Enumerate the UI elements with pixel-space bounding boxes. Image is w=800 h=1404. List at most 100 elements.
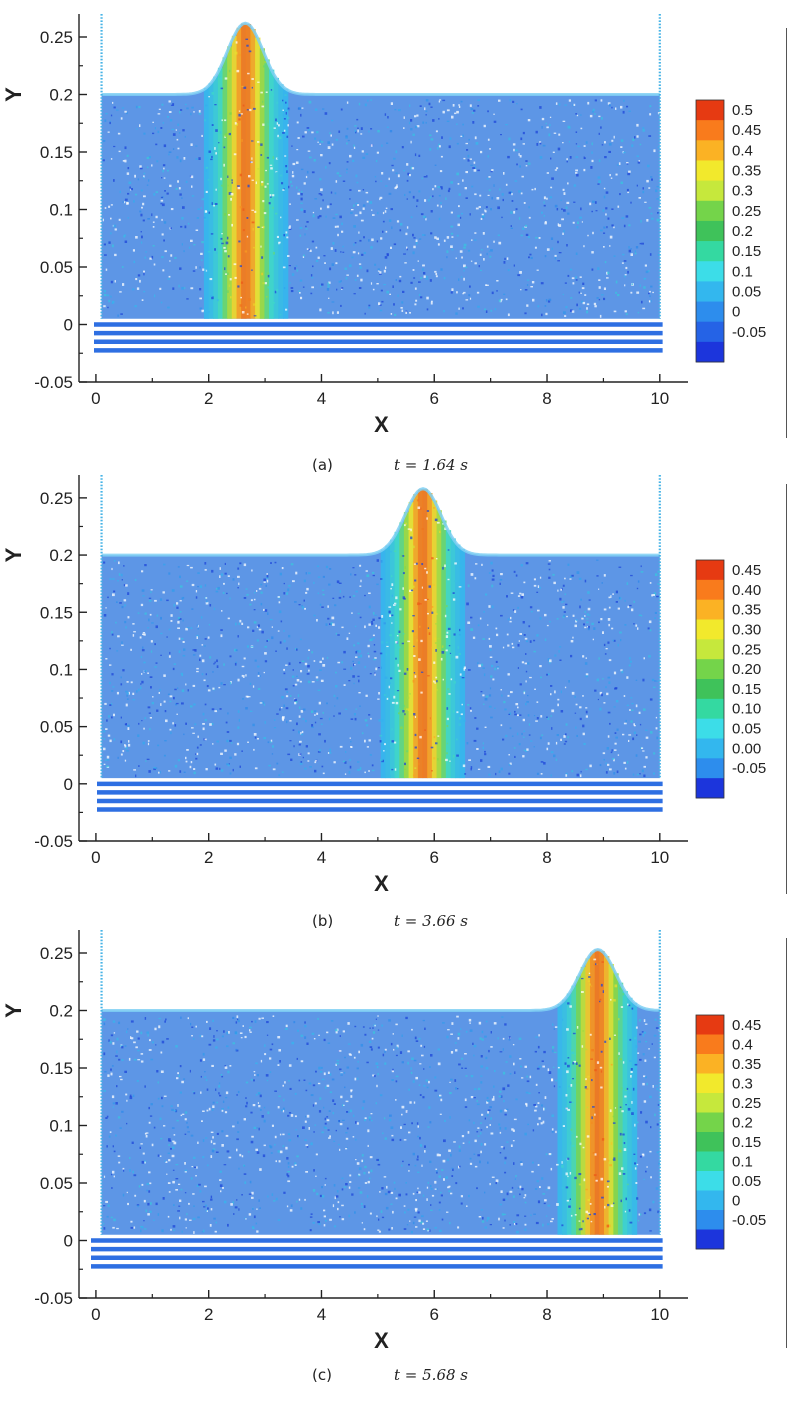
- particle: [140, 231, 142, 233]
- particle: [179, 159, 182, 163]
- particle: [510, 211, 513, 214]
- particle: [192, 649, 196, 651]
- particle: [111, 631, 113, 634]
- particle: [617, 1055, 620, 1058]
- particle: [486, 177, 489, 180]
- particle: [234, 51, 238, 55]
- particle: [287, 116, 290, 120]
- particle: [567, 1002, 570, 1005]
- particle: [272, 156, 275, 159]
- particle: [520, 234, 523, 237]
- particle: [394, 602, 397, 605]
- particle: [423, 275, 426, 278]
- particle: [548, 1071, 552, 1074]
- particle: [573, 103, 576, 106]
- particle: [206, 1210, 208, 1212]
- particle: [120, 313, 123, 315]
- particle: [450, 1033, 453, 1035]
- particle: [157, 1081, 159, 1084]
- particle: [214, 763, 217, 766]
- particle: [176, 1077, 179, 1080]
- particle: [561, 1165, 564, 1168]
- particle: [643, 1178, 645, 1181]
- particle: [302, 708, 306, 711]
- particle: [600, 126, 602, 129]
- particle: [178, 650, 181, 653]
- particle: [122, 1167, 125, 1170]
- particle: [300, 733, 304, 736]
- particle: [112, 1106, 114, 1108]
- particle: [508, 1038, 511, 1041]
- particle: [362, 156, 366, 159]
- particle: [484, 1191, 486, 1194]
- particle: [229, 739, 232, 742]
- particle: [538, 1092, 540, 1094]
- particle: [596, 1061, 600, 1064]
- particle: [379, 309, 383, 312]
- particle: [655, 1085, 658, 1087]
- particle: [499, 1152, 502, 1154]
- particle: [536, 634, 539, 637]
- particle: [311, 726, 314, 728]
- particle: [500, 724, 503, 727]
- particle: [487, 110, 489, 113]
- particle: [197, 1216, 200, 1219]
- particle: [657, 1103, 660, 1106]
- particle: [291, 174, 295, 178]
- particle: [509, 1224, 511, 1226]
- particle: [372, 288, 375, 291]
- particle: [528, 256, 530, 259]
- particle: [353, 1056, 356, 1059]
- particle: [434, 236, 437, 239]
- particle: [283, 668, 285, 671]
- particle: [478, 206, 481, 208]
- particle: [620, 639, 622, 642]
- particle: [616, 770, 619, 774]
- particle: [525, 680, 527, 683]
- particle: [638, 1040, 641, 1043]
- particle: [110, 295, 112, 298]
- particle: [562, 1229, 564, 1232]
- particle: [637, 161, 641, 164]
- particle: [362, 207, 365, 210]
- particle: [258, 628, 262, 631]
- particle: [243, 597, 247, 599]
- particle: [619, 631, 622, 634]
- particle: [157, 113, 161, 115]
- particle: [434, 1089, 438, 1092]
- particle: [368, 239, 370, 242]
- particle: [274, 1090, 277, 1092]
- particle: [355, 708, 357, 710]
- particle: [133, 260, 136, 264]
- particle: [477, 662, 479, 664]
- particle: [220, 634, 223, 638]
- particle: [252, 1227, 255, 1229]
- particle: [568, 127, 571, 129]
- particle: [601, 1138, 605, 1141]
- particle: [608, 596, 611, 599]
- particle: [414, 715, 417, 718]
- particle: [640, 614, 643, 617]
- particle: [510, 592, 514, 594]
- particle: [177, 617, 181, 620]
- particle: [137, 734, 140, 737]
- particle: [281, 1109, 283, 1112]
- particle: [601, 117, 603, 120]
- particle: [339, 1035, 341, 1037]
- particle: [176, 602, 179, 605]
- particle: [179, 585, 183, 588]
- particle: [378, 302, 381, 306]
- particle: [463, 264, 466, 268]
- particle: [518, 190, 521, 193]
- particle: [277, 1036, 281, 1039]
- particle: [245, 38, 249, 40]
- particle: [572, 104, 574, 107]
- particle: [651, 678, 655, 682]
- particle: [142, 219, 145, 222]
- particle: [430, 301, 433, 305]
- particle: [122, 160, 125, 162]
- particle: [427, 627, 430, 629]
- particle: [498, 99, 501, 102]
- particle: [192, 684, 196, 687]
- particle: [447, 653, 450, 655]
